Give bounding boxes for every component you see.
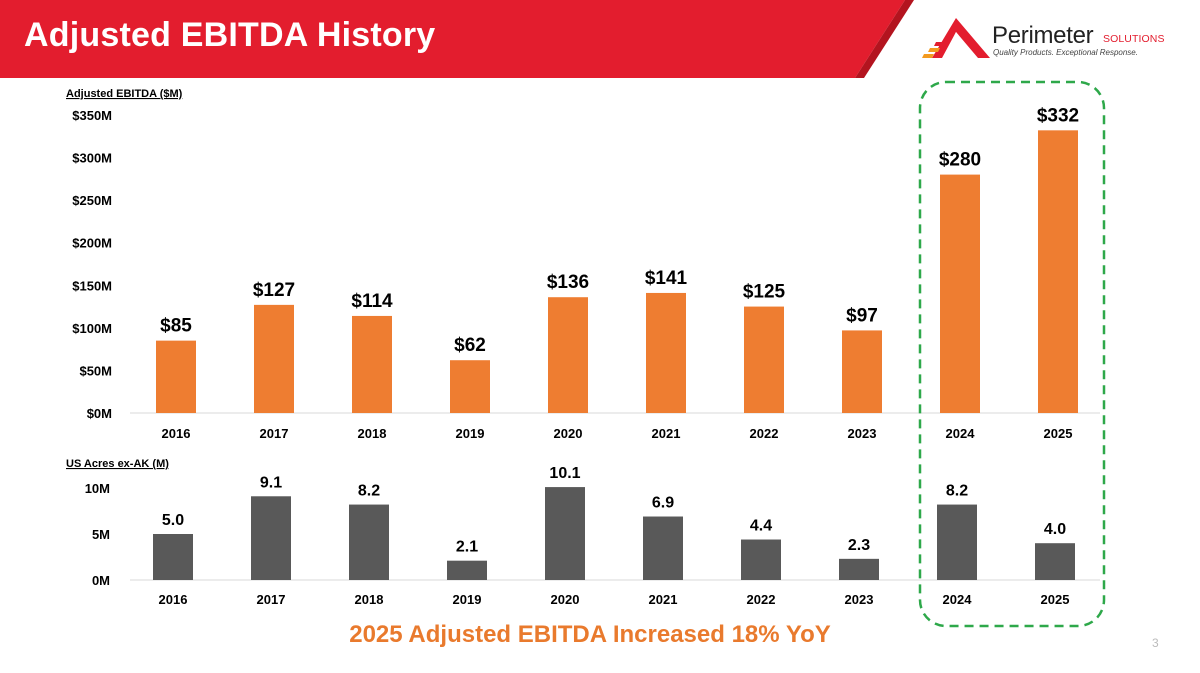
acres-bar-2025: [1035, 543, 1075, 580]
header-dark-stripe: [855, 0, 914, 78]
acres-bar-2020: [545, 487, 585, 580]
acres-category-label-2022: 2022: [747, 592, 776, 607]
acres-data-label-2024: 8.2: [946, 483, 968, 500]
ebitda-category-label-2023: 2023: [848, 426, 877, 441]
ebitda-ytick-label: $150M: [72, 278, 112, 293]
ebitda-category-label-2016: 2016: [162, 426, 191, 441]
ebitda-ytick-label: $300M: [72, 151, 112, 166]
ebitda-axis-label: Adjusted EBITDA ($M): [66, 88, 183, 100]
acres-bar-2018: [349, 504, 389, 580]
ebitda-category-label-2017: 2017: [260, 426, 289, 441]
acres-data-label-2025: 4.0: [1044, 521, 1066, 538]
ebitda-bar-2022: [744, 306, 784, 413]
ebitda-bar-2018: [352, 315, 392, 413]
acres-ytick-label: 5M: [92, 527, 110, 542]
acres-axis-label: US Acres ex-AK (M): [66, 458, 169, 470]
ebitda-bar-2019: [450, 360, 490, 413]
acres-ytick-label: 0M: [92, 573, 110, 588]
ebitda-data-label-2020: $136: [547, 272, 589, 293]
logo-name: Perimeter: [992, 22, 1094, 49]
acres-bar-2016: [153, 534, 193, 580]
acres-data-label-2018: 8.2: [358, 483, 380, 500]
ebitda-data-label-2025: $332: [1037, 105, 1079, 126]
header-bar: [0, 0, 914, 78]
ebitda-category-label-2021: 2021: [652, 426, 681, 441]
ebitda-category-label-2024: 2024: [946, 426, 976, 441]
ebitda-ytick-label: $100M: [72, 321, 112, 336]
acres-data-label-2016: 5.0: [162, 512, 184, 529]
header-red-band: [0, 0, 905, 78]
acres-category-label-2024: 2024: [943, 592, 973, 607]
logo-suffix: SOLUTIONS: [1103, 33, 1165, 45]
ebitda-category-label-2022: 2022: [750, 426, 779, 441]
footer-headline: 2025 Adjusted EBITDA Increased 18% YoY: [349, 621, 831, 648]
ebitda-ytick-label: $200M: [72, 236, 112, 251]
acres-data-label-2017: 9.1: [260, 474, 282, 491]
slide-title: Adjusted EBITDA History: [24, 16, 436, 54]
ebitda-category-label-2025: 2025: [1044, 426, 1073, 441]
perimeter-logo-icon: [922, 18, 990, 58]
ebitda-data-label-2023: $97: [846, 305, 878, 326]
ebitda-bar-2024: [940, 174, 980, 413]
ebitda-bar-2016: [156, 340, 196, 413]
acres-bar-2023: [839, 558, 879, 580]
ebitda-bar-2025: [1038, 130, 1078, 413]
acres-bar-2024: [937, 504, 977, 580]
ebitda-data-label-2019: $62: [454, 335, 486, 356]
acres-category-label-2025: 2025: [1041, 592, 1070, 607]
acres-bar-2021: [643, 516, 683, 580]
acres-bar-2022: [741, 539, 781, 580]
acres-bar-2019: [447, 560, 487, 580]
ebitda-data-label-2016: $85: [160, 316, 192, 337]
acres-data-label-2022: 4.4: [750, 518, 772, 535]
acres-category-label-2020: 2020: [551, 592, 580, 607]
page-number: 3: [1152, 636, 1159, 650]
acres-data-label-2021: 6.9: [652, 495, 674, 512]
ebitda-data-label-2017: $127: [253, 280, 295, 301]
acres-data-label-2023: 2.3: [848, 537, 870, 554]
ebitda-data-label-2022: $125: [743, 282, 786, 303]
ebitda-ytick-label: $350M: [72, 108, 112, 123]
ebitda-data-label-2024: $280: [939, 150, 981, 171]
acres-ytick-label: 10M: [85, 481, 110, 496]
ebitda-data-label-2018: $114: [351, 291, 393, 312]
logo-tagline: Quality Products. Exceptional Response.: [993, 48, 1138, 57]
acres-data-label-2019: 2.1: [456, 539, 478, 556]
ebitda-category-label-2018: 2018: [358, 426, 387, 441]
acres-category-label-2018: 2018: [355, 592, 384, 607]
acres-bar-2017: [251, 496, 291, 580]
ebitda-ytick-label: $0M: [87, 406, 112, 421]
acres-category-label-2019: 2019: [453, 592, 482, 607]
ebitda-ytick-label: $50M: [79, 363, 112, 378]
ebitda-data-label-2021: $141: [645, 268, 688, 289]
ebitda-category-label-2019: 2019: [456, 426, 485, 441]
highlight-box-2024-2025: [918, 80, 1106, 628]
acres-data-label-2020: 10.1: [549, 465, 580, 482]
ebitda-category-label-2020: 2020: [554, 426, 583, 441]
acres-category-label-2021: 2021: [649, 592, 678, 607]
acres-category-label-2023: 2023: [845, 592, 874, 607]
acres-category-label-2016: 2016: [159, 592, 188, 607]
ebitda-bar-2021: [646, 292, 686, 413]
ebitda-bar-2020: [548, 297, 588, 413]
ebitda-bar-2017: [254, 304, 294, 413]
ebitda-ytick-label: $250M: [72, 193, 112, 208]
acres-category-label-2017: 2017: [257, 592, 286, 607]
ebitda-bar-2023: [842, 330, 882, 413]
